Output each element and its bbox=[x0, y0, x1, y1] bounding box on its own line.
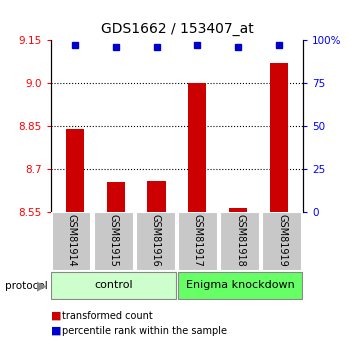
Text: GSM81918: GSM81918 bbox=[235, 214, 245, 267]
Bar bbox=[188, 83, 206, 212]
Text: percentile rank within the sample: percentile rank within the sample bbox=[62, 326, 227, 335]
Bar bbox=[147, 180, 166, 212]
Bar bbox=[51, 272, 176, 299]
Text: GSM81916: GSM81916 bbox=[151, 214, 161, 267]
Text: protocol: protocol bbox=[5, 281, 48, 290]
Text: GSM81919: GSM81919 bbox=[277, 214, 287, 267]
Bar bbox=[178, 212, 218, 271]
Bar bbox=[106, 182, 125, 212]
Bar bbox=[94, 212, 134, 271]
Bar bbox=[220, 212, 260, 271]
Bar bbox=[178, 272, 303, 299]
Text: ■: ■ bbox=[51, 311, 61, 321]
Bar bbox=[52, 212, 91, 271]
Text: GSM81915: GSM81915 bbox=[109, 214, 119, 267]
Text: Enigma knockdown: Enigma knockdown bbox=[186, 280, 295, 290]
Bar bbox=[136, 212, 175, 271]
Text: ■: ■ bbox=[51, 326, 61, 335]
Bar bbox=[66, 129, 84, 212]
Text: transformed count: transformed count bbox=[62, 311, 153, 321]
Bar bbox=[262, 212, 302, 271]
Title: GDS1662 / 153407_at: GDS1662 / 153407_at bbox=[100, 22, 253, 36]
Text: ▶: ▶ bbox=[37, 279, 46, 292]
Text: control: control bbox=[95, 280, 133, 290]
Bar bbox=[229, 208, 247, 212]
Text: GSM81914: GSM81914 bbox=[66, 214, 77, 267]
Text: GSM81917: GSM81917 bbox=[193, 214, 203, 267]
Bar bbox=[270, 63, 288, 212]
